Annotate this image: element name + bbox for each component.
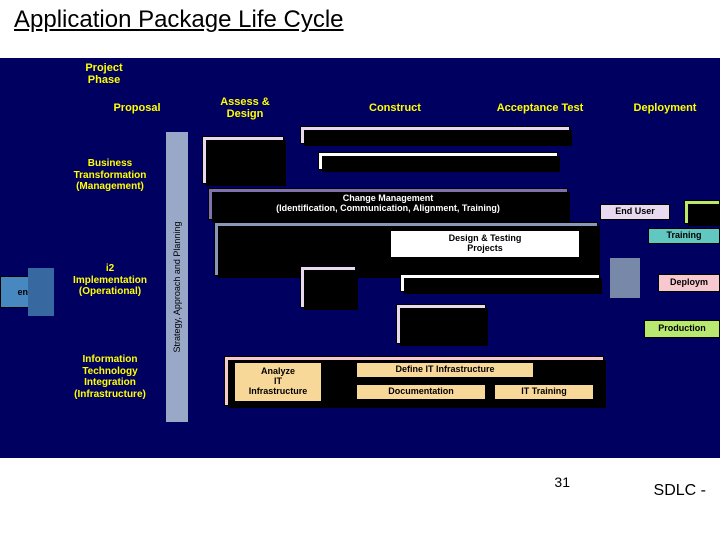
phase-header-label: ProjectPhase [74,62,134,86]
box-config-proto: Configuration & Prototyping [400,274,600,292]
row-label-i2: i2Implementation(Operational) [62,263,158,298]
slide: Application Package Life Cycle ProjectPh… [0,0,720,540]
box-implement-it: ImplementITInfrastructure [396,304,486,344]
decor-shape-2 [28,268,54,316]
box-define-it: Define IT Infrastructure [356,362,534,378]
box-change-mgmt: Change Management(Identification, Commun… [208,188,568,220]
row-label-it: InformationTechnologyIntegration(Infrast… [62,354,158,400]
box-deploym: Deploym [658,274,720,292]
box-analyze-it: AnalyzeITInfrastructure [234,362,322,402]
box-mgmt-alignment: Management Alignment (metrics, controls) [300,126,570,144]
vertical-bar: Strategy, Approach and Planning [166,132,188,422]
slide-title: Application Package Life Cycle [14,6,344,34]
phase-proposal: Proposal [102,102,172,114]
box-end-user: End User [600,204,670,220]
diagram-area: ProjectPhase Proposal Assess &Design Con… [0,58,720,458]
box-green-small [684,200,720,224]
box-documentation: Documentation [356,384,486,400]
phase-assess: Assess &Design [210,96,280,120]
footer-right: SDLC - [654,482,706,500]
vertical-bar-label: Strategy, Approach and Planning [172,192,182,382]
box-production: Production [644,320,720,338]
box-training: Training [648,228,720,244]
box-deploy-planning: Deployment Planning [318,152,558,170]
decor-shape-1 [610,258,640,298]
box-i2-gap: i2GapAnalysis [300,266,356,308]
phase-acceptance: Acceptance Test [480,102,600,114]
phase-deployment: Deployment [620,102,710,114]
page-number: 31 [554,474,570,490]
box-design-testing: Design & TestingProjects [390,230,580,258]
row-label-business: BusinessTransformation(Management) [62,158,158,193]
phase-construct: Construct [340,102,450,114]
box-bpr: BusinessProcessRedesign [202,136,284,184]
box-it-training: IT Training [494,384,594,400]
